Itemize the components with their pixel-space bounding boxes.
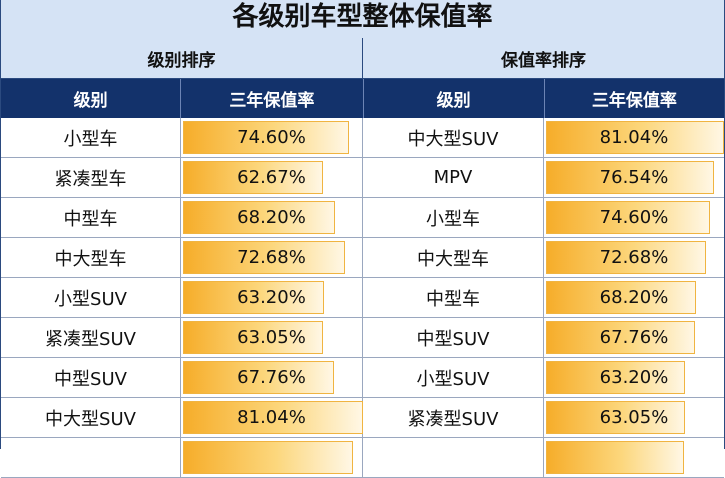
table-row: 小型SUV 63.20% 中型车 68.20% [1,278,724,318]
level-name-cell: 中大型车 [363,238,544,277]
retention-rate-cell [544,438,724,477]
retention-rate-cell: 72.68% [544,238,724,277]
retention-rate-cell: 68.20% [181,198,363,237]
retention-rate-cell: 63.05% [181,318,363,357]
retention-rate-value [181,438,362,477]
retention-bar [183,121,349,154]
retention-rate-cell: 74.60% [181,118,363,157]
retention-bar [183,401,363,434]
retention-rate-value: 74.60% [599,207,669,228]
retention-bar [183,161,323,194]
header-rate: 三年保值率 [181,79,364,118]
table-row: 小型车 74.60% 中大型SUV 81.04% [1,118,724,158]
table-row [1,438,724,478]
retention-rate-value: 67.76% [599,327,669,348]
header-level-2: 级别 [364,79,545,118]
retention-rate-cell: 72.68% [181,238,363,277]
level-name-cell: 中型车 [1,198,181,237]
level-name-cell: 中型SUV [363,318,544,357]
retention-rate-cell: 67.76% [544,318,724,357]
table-row: 中型SUV 67.76% 小型SUV 63.20% [1,358,724,398]
retention-rate-value: 63.20% [599,367,669,388]
level-name-cell: 紧凑型车 [1,158,181,197]
table-body: 小型车 74.60% 中大型SUV 81.04% 紧凑型车 62.67% MPV 76.54%… [1,118,724,478]
retention-bar [546,241,706,274]
level-name-cell: MPV [363,158,544,197]
retention-rate-cell: 74.60% [544,198,724,237]
retention-rate-cell: 67.76% [181,358,363,397]
retention-bar [183,281,324,314]
level-name-cell: 小型SUV [363,358,544,397]
retention-bar [546,281,696,314]
retention-bar [546,401,685,434]
table-row: 紧凑型SUV 63.05% 中型SUV 67.76% [1,318,724,358]
level-name-cell: 紧凑型SUV [1,318,181,357]
retention-rate-cell [181,438,363,477]
section-by-level: 级别排序 [147,50,216,71]
level-name-cell: 中型车 [363,278,544,317]
retention-bar [183,361,334,394]
table-row: 紧凑型车 62.67% MPV 76.54% [1,158,724,198]
level-name-cell [363,438,544,477]
level-name-cell: 中型SUV [1,358,181,397]
retention-rate-cell: 63.20% [181,278,363,317]
table-row: 中大型SUV 81.04% 紧凑型SUV 63.05% [1,398,724,438]
level-name-cell: 小型SUV [1,278,181,317]
retention-rate-cell: 81.04% [181,398,363,437]
retention-rate-value: 68.20% [599,287,669,308]
level-name-cell: 紧凑型SUV [363,398,544,437]
level-name-cell: 小型车 [1,118,181,157]
retention-rate-value: 63.05% [237,327,306,348]
section-by-rate: 保值率排序 [362,38,724,78]
retention-bar [183,201,335,234]
retention-rate-value: 81.04% [599,127,669,148]
retention-rate-value: 76.54% [599,167,669,188]
level-name-cell: 中大型SUV [363,118,544,157]
column-header-row: 级别 三年保值率 级别 三年保值率 [1,79,724,118]
retention-rate-cell: 63.20% [544,358,724,397]
table-title: 各级别车型整体保值率 [1,0,724,39]
retention-rate-value: 62.67% [237,167,306,188]
retention-rate-value: 63.20% [237,287,306,308]
level-name-cell: 中大型车 [1,238,181,277]
level-name-cell [1,438,181,477]
retention-bar [546,121,724,154]
retention-bar [183,321,323,354]
retention-rate-value: 74.60% [237,127,306,148]
retention-rate-value: 68.20% [237,207,306,228]
retention-rate-cell: 68.20% [544,278,724,317]
retention-rate-value: 81.04% [237,407,306,428]
retention-rate-cell: 63.05% [544,398,724,437]
retention-bar [183,241,345,274]
retention-rate-value [544,438,724,477]
header-level: 级别 [1,79,182,118]
retention-rate-value: 72.68% [599,247,669,268]
header-rate-2: 三年保值率 [591,91,677,111]
table-row: 中型车 68.20% 小型车 74.60% [1,198,724,238]
section-header-row: 级别排序 保值率排序 [1,38,724,79]
retention-bar [546,201,710,234]
retention-rate-cell: 76.54% [544,158,724,197]
retention-rate-value: 67.76% [237,367,306,388]
retention-rate-cell: 81.04% [544,118,724,157]
retention-rate-cell: 62.67% [181,158,363,197]
table-row: 中大型车 72.68% 中大型车 72.68% [1,238,724,278]
retention-rate-value: 72.68% [237,247,306,268]
retention-bar [546,161,714,194]
retention-bar [546,361,685,394]
level-name-cell: 小型车 [363,198,544,237]
level-name-cell: 中大型SUV [1,398,181,437]
retention-bar [546,321,695,354]
retention-rate-value: 63.05% [599,407,669,428]
